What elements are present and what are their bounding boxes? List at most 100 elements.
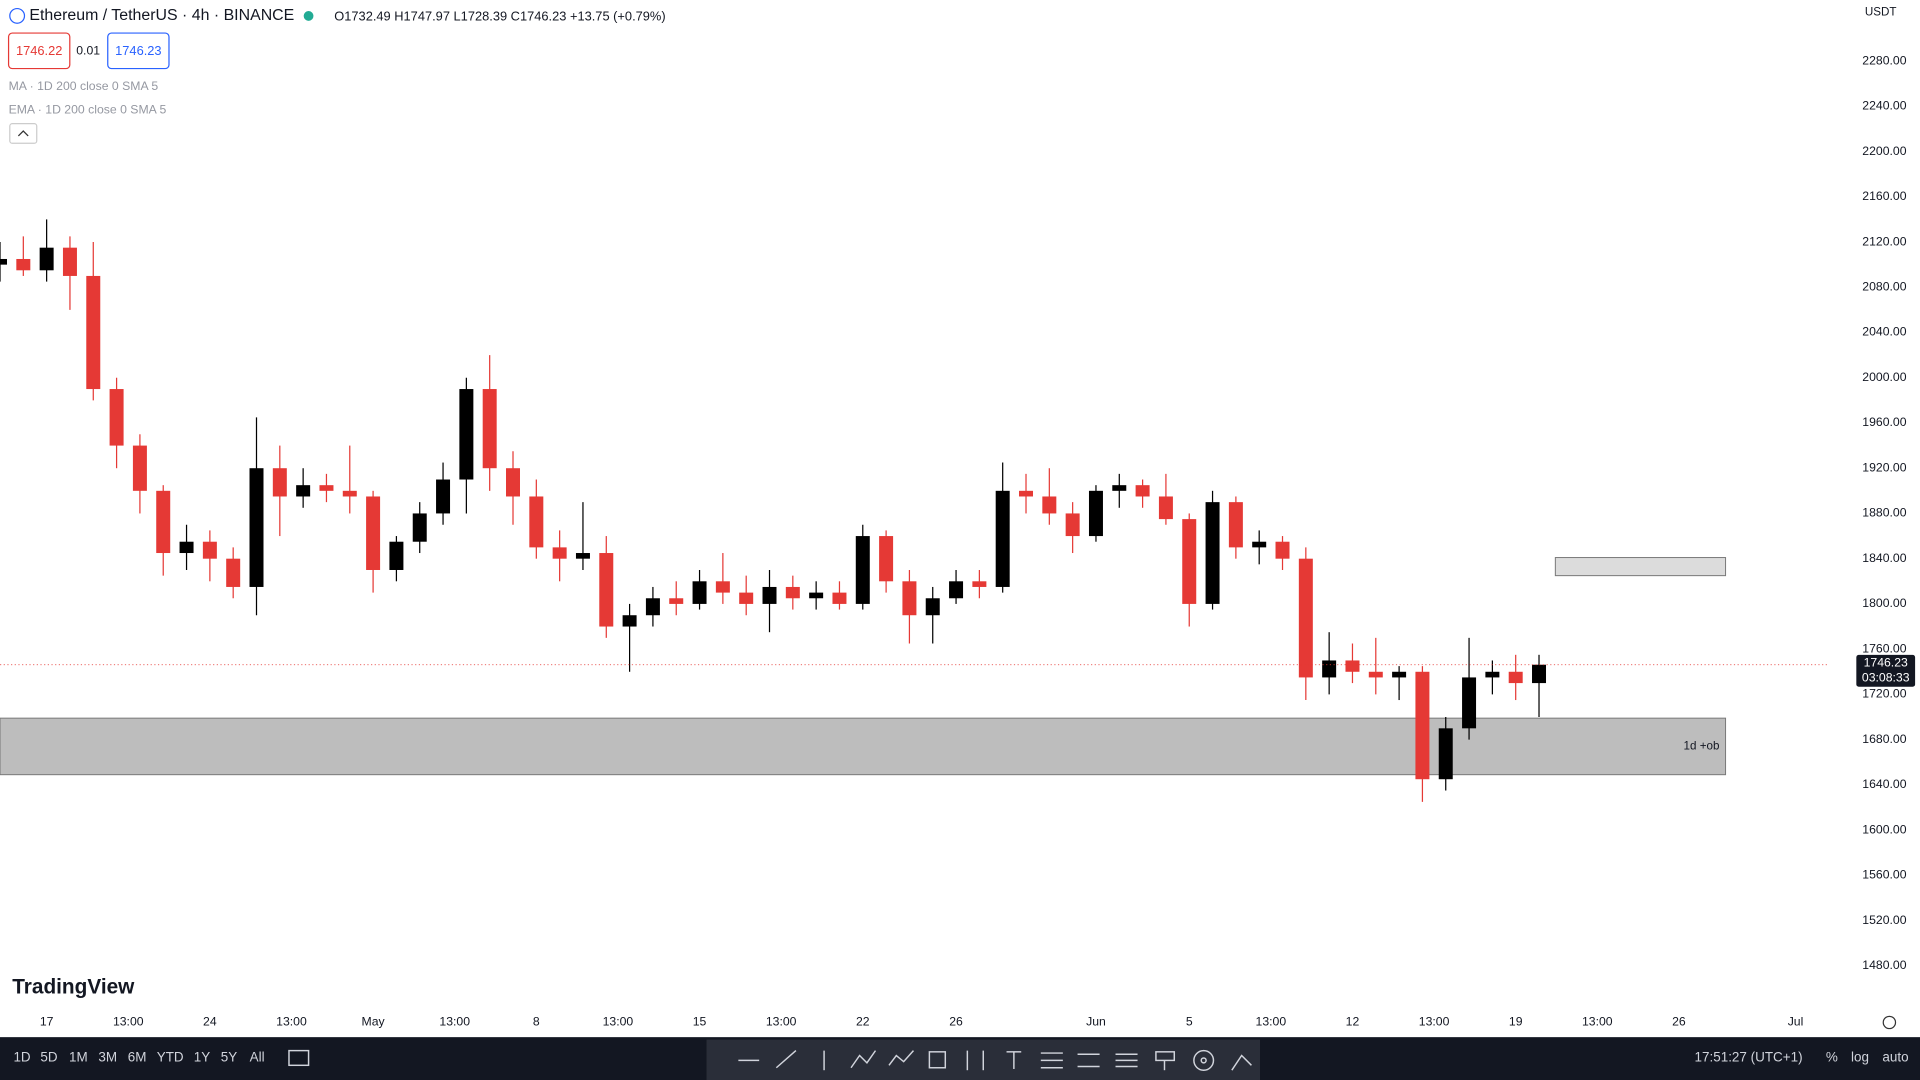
symbol-title[interactable]: Ethereum / TetherUS · 4h · BINANCE xyxy=(29,7,294,24)
candle-body xyxy=(1088,490,1103,537)
candle-body xyxy=(1345,660,1360,672)
candle-body xyxy=(132,445,147,491)
x-tick-label: May xyxy=(362,1015,386,1029)
candle-body xyxy=(832,592,847,604)
scale-option[interactable]: auto xyxy=(1882,1050,1908,1065)
candle-body xyxy=(949,581,964,599)
candle-body xyxy=(156,490,171,554)
currency-label[interactable]: USDT xyxy=(1865,5,1897,18)
spread: 0.01 xyxy=(76,44,100,58)
candle-body xyxy=(1182,519,1197,604)
x-tick-label: 17 xyxy=(40,1015,54,1029)
candle-body xyxy=(785,586,800,599)
x-tick-label: 22 xyxy=(856,1015,870,1029)
candle-body xyxy=(1205,502,1220,604)
scale-option[interactable]: log xyxy=(1851,1050,1869,1065)
range-button[interactable]: 1M xyxy=(69,1050,88,1065)
y-tick-label: 2160.00 xyxy=(1862,189,1906,203)
price-tag xyxy=(1856,654,1916,687)
candle-body xyxy=(506,468,521,497)
x-tick-label: 13:00 xyxy=(1419,1015,1450,1029)
y-tick-label: 1680.00 xyxy=(1862,732,1906,746)
ask-price[interactable]: 1746.23 xyxy=(115,43,161,58)
sell-button[interactable] xyxy=(7,32,71,70)
y-tick-label: 1720.00 xyxy=(1862,687,1906,701)
range-button[interactable]: 1D xyxy=(13,1050,30,1065)
tool-icons xyxy=(288,1049,1252,1071)
x-tick-label: 12 xyxy=(1346,1015,1360,1029)
zone xyxy=(0,717,1727,776)
range-button[interactable]: 5D xyxy=(40,1050,57,1065)
candle-body xyxy=(855,536,870,604)
x-tick-label: 13:00 xyxy=(603,1015,634,1029)
x-tick-label: Jul xyxy=(1788,1015,1804,1029)
indicator-legend[interactable]: MA · 1D 200 close 0 SMA 5 xyxy=(9,79,159,93)
x-tick-label: 8 xyxy=(533,1015,540,1029)
candle-body xyxy=(739,592,754,604)
candle-body xyxy=(879,536,894,582)
y-tick-label: 1760.00 xyxy=(1862,641,1906,655)
candle-body xyxy=(1252,541,1267,548)
candle-body xyxy=(319,485,334,491)
scale-option[interactable]: % xyxy=(1826,1050,1838,1065)
candle-body xyxy=(296,485,311,497)
collapse-button[interactable] xyxy=(9,123,38,144)
candle-body xyxy=(62,247,77,276)
indicator-legend[interactable]: EMA · 1D 200 close 0 SMA 5 xyxy=(9,102,167,116)
candle-body xyxy=(1135,485,1150,497)
candle-body xyxy=(436,479,451,514)
y-tick-label: 1520.00 xyxy=(1862,913,1906,927)
candle-body xyxy=(1508,671,1523,684)
range-button[interactable]: YTD xyxy=(157,1050,184,1065)
candle-body xyxy=(1298,558,1313,678)
candle-body xyxy=(995,490,1010,587)
candle-body xyxy=(925,598,940,616)
x-tick-label: 24 xyxy=(203,1015,217,1029)
x-tick-label: 13:00 xyxy=(276,1015,307,1029)
range-button[interactable]: 5Y xyxy=(221,1050,237,1065)
x-tick-label: 15 xyxy=(693,1015,707,1029)
range-button[interactable]: 3M xyxy=(98,1050,117,1065)
clock[interactable]: 17:51:27 (UTC+1) xyxy=(1695,1050,1803,1065)
buy-button[interactable] xyxy=(107,32,170,70)
y-tick-label: 2080.00 xyxy=(1862,279,1906,293)
collapse-icon xyxy=(17,130,29,137)
candle-body xyxy=(1112,485,1127,491)
y-tick-label: 1880.00 xyxy=(1862,506,1906,520)
candle-body xyxy=(972,581,987,587)
y-tick-label: 2040.00 xyxy=(1862,325,1906,339)
candle-body xyxy=(16,258,31,271)
candle-body xyxy=(366,496,381,570)
candle-body xyxy=(1228,502,1243,548)
price-tag-value: 1746.23 xyxy=(1864,656,1908,670)
settings-icon[interactable] xyxy=(1882,1015,1897,1030)
candle-body xyxy=(342,490,357,497)
candle-body xyxy=(1438,728,1453,780)
x-tick-label: Jun xyxy=(1086,1015,1106,1029)
candle-body xyxy=(1462,677,1477,729)
candle-body xyxy=(412,513,427,542)
candle-body xyxy=(179,541,194,554)
y-tick-label: 2120.00 xyxy=(1862,234,1906,248)
candle-body xyxy=(1158,496,1173,520)
y-tick-label: 2240.00 xyxy=(1862,99,1906,113)
range-button[interactable]: 1Y xyxy=(194,1050,210,1065)
y-tick-label: 1480.00 xyxy=(1862,958,1906,972)
candle-body xyxy=(249,468,264,587)
candle-body xyxy=(552,547,567,559)
x-tick-label: 13:00 xyxy=(113,1015,144,1029)
bid-price[interactable]: 1746.22 xyxy=(16,43,62,58)
x-tick-label: 5 xyxy=(1186,1015,1193,1029)
y-tick-label: 1920.00 xyxy=(1862,460,1906,474)
range-button[interactable]: All xyxy=(250,1050,265,1065)
candle-body xyxy=(226,558,241,587)
candle-body xyxy=(389,541,404,570)
y-tick-label: 1560.00 xyxy=(1862,868,1906,882)
range-button[interactable]: 6M xyxy=(128,1050,147,1065)
symbol-icon xyxy=(9,7,26,24)
candle-body xyxy=(1415,671,1430,780)
y-tick-label: 2200.00 xyxy=(1862,144,1906,158)
price-tag-countdown: 03:08:33 xyxy=(1862,670,1910,684)
candle-body xyxy=(622,615,637,627)
y-tick-label: 2280.00 xyxy=(1862,53,1906,67)
